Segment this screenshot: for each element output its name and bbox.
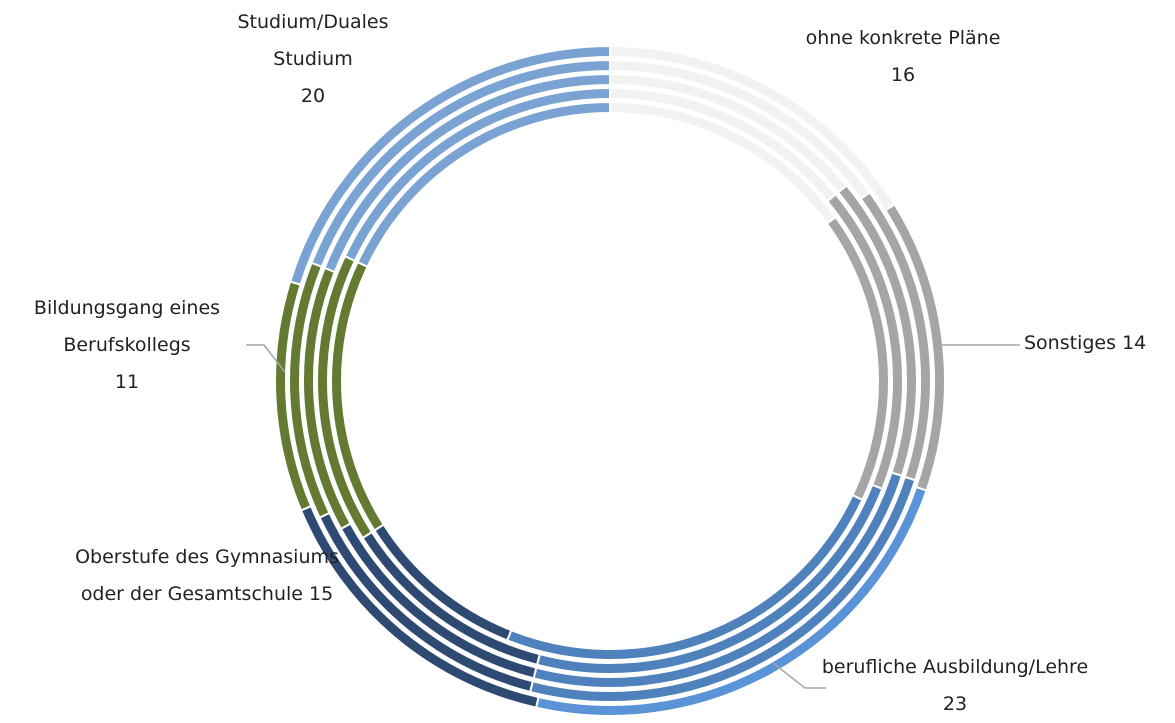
data-label: Studium/Duales Studium 20: [213, 4, 413, 115]
value-label: 16: [890, 64, 916, 86]
donut-segment: [361, 530, 542, 667]
donut-segment: [373, 523, 513, 642]
leader-line: [246, 344, 286, 373]
donut-segment: [883, 203, 946, 492]
donut-segment: [859, 190, 932, 482]
donut-segment: [302, 266, 352, 531]
category-label: berufliche Ausbildung/Lehre: [821, 656, 1089, 678]
value-label: 15: [309, 583, 334, 605]
data-label: ohne konkrete Pläne 16: [753, 20, 1053, 94]
category-label: Bildungsgang eines Berufskollegs: [33, 297, 221, 356]
data-label: Bildungsgang eines Berufskollegs 11: [7, 290, 247, 401]
leader-line: [772, 662, 826, 689]
data-label: Sonstiges 14: [1024, 325, 1175, 362]
category-label: Oberstufe des Gymnasiums oder der Gesamt…: [75, 546, 339, 605]
value-label: 14: [1122, 332, 1147, 354]
donut-segment: [609, 58, 872, 201]
value-label: 11: [114, 371, 140, 393]
category-label: ohne konkrete Pläne: [805, 27, 1001, 49]
donut-segment: [535, 485, 928, 717]
donut-segment: [505, 493, 864, 661]
donut-segment: [299, 504, 540, 709]
data-label: Oberstufe des Gymnasiums oder der Gesamt…: [72, 539, 342, 613]
donut-segment: [825, 192, 904, 491]
donut-segment: [609, 72, 848, 194]
donut-segment: [609, 86, 838, 203]
donut-segment: [274, 280, 313, 512]
donut-segment: [532, 471, 904, 689]
category-label: Studium/Duales Studium: [237, 11, 389, 70]
donut-segment: [318, 511, 535, 694]
donut-segment: [825, 215, 890, 502]
category-label: Sonstiges: [1024, 332, 1117, 354]
donut-segment: [535, 483, 884, 675]
donut-segment: [339, 522, 538, 680]
donut-segment: [330, 260, 386, 532]
donut-segment: [609, 44, 897, 212]
donut-segment: [528, 475, 917, 703]
data-label: berufliche Ausbildung/Lehre 23: [815, 649, 1095, 723]
donut-segment: [609, 100, 838, 225]
donut-segment: [288, 261, 331, 520]
value-label: 23: [942, 693, 968, 715]
donut-segment: [836, 183, 918, 478]
donut-segment: [316, 254, 374, 540]
value-label: 20: [300, 85, 326, 107]
